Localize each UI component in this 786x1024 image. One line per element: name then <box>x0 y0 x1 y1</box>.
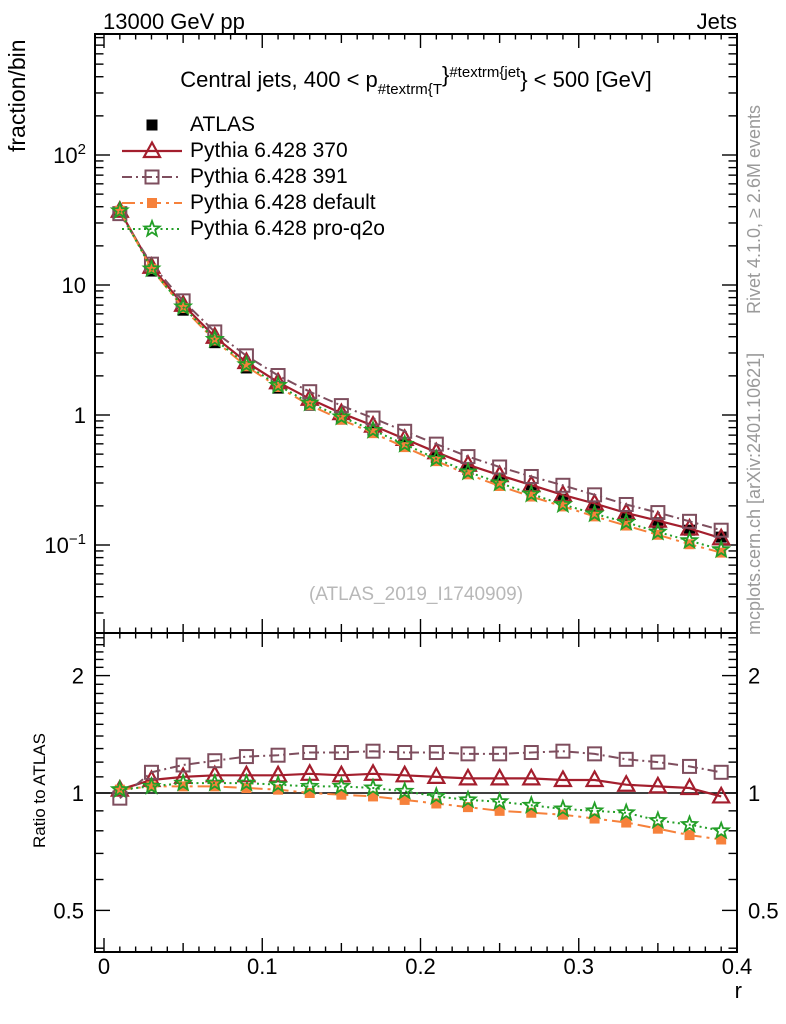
plot-title-pre: Central jets, 400 < p <box>180 67 378 92</box>
legend-label: Pythia 6.428 pro-q2o <box>190 217 385 240</box>
plot-title-superscript: #textrm{jet <box>449 64 521 81</box>
triangle-open-marker-icon <box>122 140 182 159</box>
series-atlas <box>114 206 727 543</box>
x-tick-label: 0.1 <box>247 954 278 979</box>
analysis-id-watermark: (ATLAS_2019_I1740909) <box>308 584 524 605</box>
square-filled-marker-icon <box>122 198 182 208</box>
y-axis-title-ratio: Ratio to ATLAS <box>30 733 49 848</box>
series-pythia-6-428-pro-q2o <box>109 200 732 840</box>
x-tick-label: 0 <box>98 954 110 979</box>
legend-item-pythia-370: Pythia 6.428 370 <box>120 138 385 164</box>
legend-label: ATLAS <box>190 113 255 136</box>
square-open-marker-icon <box>122 169 182 185</box>
rivet-version-text: Rivet 4.1.0, ≥ 2.6M events <box>744 105 764 314</box>
legend-item-pythia-391: Pythia 6.428 391 <box>120 164 385 190</box>
series-pythia-6-428-391 <box>112 206 729 806</box>
tick-labels: 10−1 1 10 102 0.5 0.5 1 1 2 2 0 0.1 0.2 0.3 0.4 <box>44 141 778 979</box>
y-tick-label: 102 <box>53 141 86 168</box>
plot-title-post: } < 500 [GeV] <box>520 67 652 92</box>
ratio-tick-label-right: 2 <box>748 664 760 689</box>
plot-title-brace: } <box>441 62 450 87</box>
plot-title-subscript: #textrm{T <box>377 81 442 98</box>
legend-label: Pythia 6.428 391 <box>190 165 348 188</box>
star-open-marker-icon <box>122 218 182 238</box>
legend-item-atlas: ATLAS <box>120 112 385 138</box>
x-tick-label: 0.4 <box>722 954 753 979</box>
y-axis-title-main: fraction/bin <box>4 39 30 152</box>
ratio-tick-label: 0.5 <box>53 898 84 923</box>
plot-title: Central jets, 400 < p#textrm{T}#textrm{j… <box>95 62 737 98</box>
series-pythia-6-428-370 <box>109 200 732 804</box>
x-axis-title: r <box>734 978 742 1003</box>
x-tick-label: 0.3 <box>563 954 594 979</box>
atlas-marker-icon <box>146 119 158 131</box>
x-tick-label: 0.2 <box>405 954 436 979</box>
legend: ATLAS Pythia 6.428 370 Pythia 6.428 391 … <box>120 112 385 242</box>
ratio-tick-label: 1 <box>72 781 84 806</box>
ratio-tick-label-right: 1 <box>748 781 760 806</box>
beam-energy-label: 13000 GeV pp <box>103 9 245 34</box>
legend-item-pythia-proq2o: Pythia 6.428 pro-q2o <box>120 216 385 242</box>
legend-label: Pythia 6.428 default <box>190 191 376 214</box>
ratio-tick-label: 2 <box>72 664 84 689</box>
legend-label: Pythia 6.428 370 <box>190 139 348 162</box>
y-tick-label: 1 <box>74 403 86 428</box>
y-tick-label: 10−1 <box>44 531 86 558</box>
legend-item-pythia-default: Pythia 6.428 default <box>120 190 385 216</box>
analysis-group-label: Jets <box>696 9 737 34</box>
mcplots-citation-text: mcplots.cern.ch [arXiv:2401.10621] <box>744 352 764 635</box>
y-tick-label: 10 <box>62 273 86 298</box>
ratio-tick-label-right: 0.5 <box>748 898 779 923</box>
